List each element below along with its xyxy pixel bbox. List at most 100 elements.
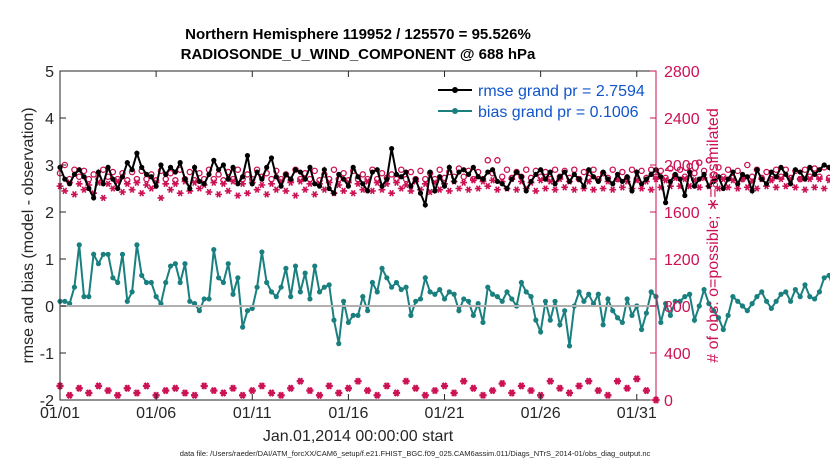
bottom-assimilated-marker bbox=[75, 384, 83, 392]
possible-obs-marker bbox=[638, 167, 645, 175]
rmse-point bbox=[691, 183, 698, 189]
left-tick-label: 5 bbox=[45, 64, 54, 81]
bias-point bbox=[259, 249, 265, 255]
bias-point bbox=[759, 289, 765, 295]
rmse-point bbox=[441, 183, 448, 189]
assimilated-obs-marker bbox=[143, 181, 150, 189]
possible-obs-marker bbox=[234, 166, 242, 173]
possible-obs-marker bbox=[763, 168, 770, 176]
bottom-assimilated-marker bbox=[373, 391, 381, 400]
bias-point bbox=[240, 324, 246, 330]
right-tick-label: 1200 bbox=[664, 252, 700, 269]
bottom-assimilated-marker bbox=[248, 386, 256, 395]
rmse-point bbox=[427, 169, 433, 175]
rmse-point bbox=[225, 176, 231, 182]
possible-obs-marker bbox=[744, 161, 751, 169]
bias-point bbox=[235, 275, 241, 281]
assimilated-obs-marker bbox=[205, 188, 213, 196]
bias-point bbox=[398, 286, 404, 293]
possible-obs-marker bbox=[90, 171, 97, 178]
bias-point bbox=[754, 294, 760, 300]
rmse-point bbox=[163, 171, 169, 177]
possible-obs-marker bbox=[407, 168, 415, 176]
bias-point bbox=[480, 319, 486, 326]
bottom-assimilated-marker bbox=[383, 382, 391, 390]
assimilated-obs-marker bbox=[768, 176, 775, 184]
bias-point bbox=[110, 275, 116, 281]
bottom-assimilated-marker bbox=[94, 382, 103, 390]
rmse-point bbox=[528, 178, 534, 185]
rmse-point bbox=[216, 167, 222, 173]
bias-point bbox=[393, 279, 400, 286]
assimilated-obs-marker bbox=[537, 176, 544, 184]
rmse-point bbox=[417, 190, 424, 196]
bias-point bbox=[499, 298, 505, 304]
rmse-point bbox=[715, 174, 722, 180]
possible-obs-marker bbox=[398, 166, 405, 173]
bias-point bbox=[677, 298, 683, 304]
rmse-point bbox=[744, 174, 750, 180]
bias-point bbox=[581, 298, 587, 304]
rmse-point bbox=[355, 174, 361, 180]
bias-point bbox=[461, 296, 467, 302]
bias-point bbox=[590, 301, 597, 307]
bias-point bbox=[182, 261, 188, 267]
bias-point bbox=[687, 291, 693, 297]
bias-point bbox=[326, 282, 332, 288]
bottom-assimilated-marker bbox=[527, 386, 535, 395]
assimilated-obs-marker bbox=[292, 192, 299, 199]
bias-point bbox=[422, 275, 428, 281]
bottom-assimilated-marker bbox=[594, 386, 602, 395]
possible-obs-marker bbox=[494, 157, 501, 164]
rmse-point bbox=[605, 176, 611, 182]
assimilated-obs-marker bbox=[196, 185, 203, 192]
bias-point bbox=[244, 308, 251, 314]
possible-obs-marker bbox=[609, 166, 616, 173]
rmse-point bbox=[533, 171, 539, 177]
rmse-point bbox=[413, 176, 419, 182]
rmse-point bbox=[105, 164, 111, 170]
bias-point bbox=[86, 294, 92, 300]
bias-point bbox=[672, 298, 678, 304]
possible-obs-marker bbox=[619, 168, 626, 176]
possible-obs-marker bbox=[590, 166, 597, 173]
bias-point bbox=[427, 289, 433, 295]
possible-obs-marker bbox=[734, 167, 741, 175]
rmse-point bbox=[331, 190, 337, 196]
rmse-point bbox=[586, 167, 592, 173]
assimilated-obs-marker bbox=[532, 187, 540, 195]
bias-point bbox=[437, 286, 443, 293]
rmse-point bbox=[345, 183, 351, 189]
bias-point bbox=[249, 305, 255, 311]
rmse-point bbox=[725, 176, 731, 182]
chart-title: Northern Hemisphere 119952 / 125570 = 95… bbox=[185, 26, 531, 43]
rmse-point bbox=[71, 171, 78, 177]
bottom-assimilated-marker bbox=[517, 382, 525, 390]
rmse-point bbox=[706, 183, 712, 189]
bottom-assimilated-marker bbox=[287, 384, 295, 392]
bias-point bbox=[638, 326, 645, 333]
bias-legend-marker bbox=[452, 108, 458, 114]
bottom-assimilated-marker bbox=[306, 386, 314, 395]
bias-point bbox=[648, 289, 654, 295]
rmse-point bbox=[336, 171, 342, 177]
possible-obs-marker bbox=[436, 166, 443, 173]
bottom-assimilated-marker bbox=[229, 384, 237, 392]
assimilated-obs-marker bbox=[393, 179, 400, 186]
bias-point bbox=[494, 294, 500, 300]
assimilated-obs-marker bbox=[167, 186, 174, 193]
assimilated-obs-marker bbox=[215, 191, 222, 198]
bias-point bbox=[562, 308, 568, 314]
assimilated-obs-marker bbox=[301, 186, 309, 193]
rmse-point bbox=[552, 181, 558, 187]
assimilated-obs-marker bbox=[388, 189, 395, 197]
possible-obs-marker bbox=[686, 162, 693, 170]
possible-obs-marker bbox=[580, 168, 588, 176]
right-tick-label: 2400 bbox=[664, 111, 700, 128]
rmse-point bbox=[701, 171, 707, 177]
rmse-point bbox=[321, 167, 327, 173]
assimilated-obs-marker bbox=[772, 184, 780, 191]
bottom-assimilated-marker bbox=[364, 386, 372, 395]
assimilated-obs-marker bbox=[75, 180, 83, 188]
